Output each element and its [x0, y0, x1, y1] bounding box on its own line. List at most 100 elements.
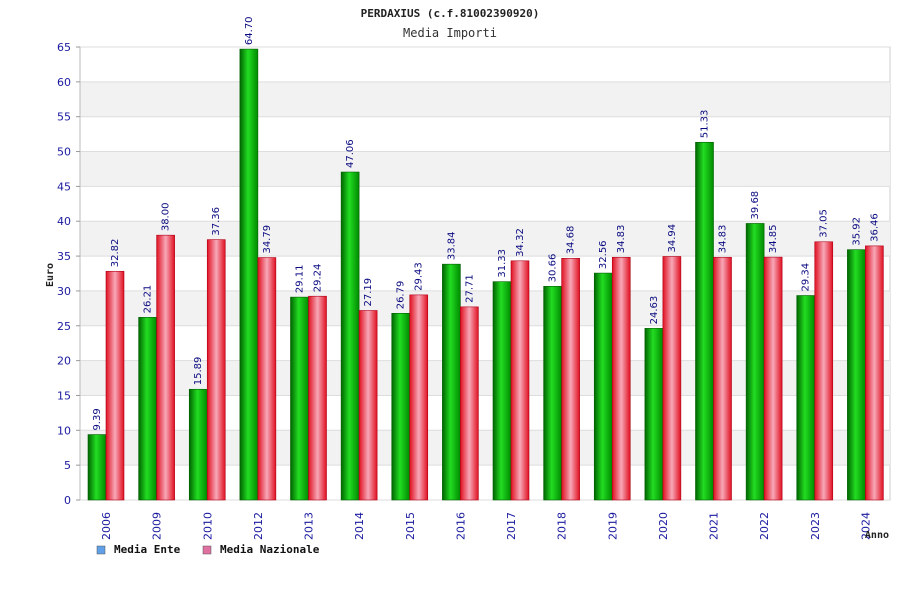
data-label: 26.21 — [143, 285, 154, 314]
data-label: 29.34 — [801, 263, 812, 292]
x-tick-label: 2009 — [151, 512, 164, 540]
y-tick-label: 50 — [57, 146, 71, 159]
bar-media-ente — [543, 286, 562, 501]
x-tick-label: 2024 — [859, 512, 872, 540]
data-label: 29.43 — [414, 262, 425, 291]
legend-swatch-media-nazionale — [202, 545, 212, 555]
bar-media-ente — [442, 263, 461, 501]
y-tick-label: 60 — [57, 76, 71, 89]
data-label: 29.24 — [313, 264, 324, 293]
bar-media-nazionale — [409, 294, 429, 501]
bar-media-nazionale — [308, 295, 327, 501]
bar-media-ente — [138, 317, 157, 501]
data-label: 27.19 — [363, 278, 374, 307]
legend-swatch-media-ente — [96, 545, 106, 555]
x-tick-label: 2021 — [708, 512, 721, 540]
bar-media-ente — [290, 296, 309, 501]
data-label: 34.83 — [718, 225, 729, 254]
bar-media-nazionale — [561, 258, 580, 501]
x-axis: 2006 2009 2010 2012 2013 2014 2015 2016 2017 2018… — [100, 512, 872, 540]
bar-media-ente — [847, 249, 866, 501]
bar-media-ente — [593, 272, 613, 501]
data-label: 34.32 — [515, 228, 526, 257]
bar-media-ente — [87, 434, 107, 501]
data-label: 27.71 — [464, 274, 475, 303]
bar-media-ente — [492, 281, 512, 501]
data-label: 35.92 — [851, 217, 862, 246]
bar-media-nazionale — [611, 256, 631, 501]
bar-media-ente — [745, 223, 765, 501]
bar-media-nazionale — [713, 256, 732, 501]
bar-media-nazionale — [156, 234, 175, 501]
chart-subtitle: Media Importi — [403, 26, 497, 40]
data-label: 9.39 — [92, 408, 103, 430]
y-tick-label: 40 — [57, 215, 71, 228]
x-tick-label: 2016 — [454, 512, 467, 540]
y-tick-label: 35 — [57, 250, 71, 263]
bar-media-nazionale — [510, 260, 530, 501]
bar-media-nazionale — [865, 245, 884, 501]
x-tick-label: 2015 — [404, 512, 417, 540]
y-tick-label: 30 — [57, 285, 71, 298]
x-tick-label: 2012 — [252, 512, 265, 540]
data-label: 24.63 — [649, 296, 660, 325]
data-label: 34.85 — [768, 224, 779, 253]
bar-media-ente — [239, 48, 259, 501]
data-label: 29.11 — [295, 264, 306, 293]
data-label: 37.36 — [211, 207, 222, 236]
data-label: 26.79 — [396, 281, 407, 310]
x-axis-label: Anno — [865, 530, 889, 541]
bar-media-nazionale — [763, 256, 783, 501]
x-tick-label: 2010 — [201, 512, 214, 540]
bar-media-nazionale — [662, 256, 682, 501]
bar-media-nazionale — [257, 257, 277, 501]
bar-media-ente — [644, 328, 664, 501]
data-label: 36.46 — [869, 213, 880, 242]
grid-band — [80, 151, 890, 187]
bar-media-nazionale — [105, 270, 125, 501]
bar-media-ente — [796, 295, 816, 501]
legend-label-media-nazionale: Media Nazionale — [220, 543, 320, 556]
data-label: 34.83 — [616, 225, 627, 254]
x-tick-label: 2006 — [100, 512, 113, 540]
data-label: 34.94 — [667, 224, 678, 253]
bar-media-ente — [188, 388, 208, 501]
data-label: 38.00 — [161, 203, 172, 232]
y-tick-label: 15 — [57, 389, 71, 402]
bar-media-nazionale — [358, 310, 378, 501]
x-tick-label: 2019 — [606, 512, 619, 540]
data-label: 33.84 — [446, 232, 457, 261]
legend-label-media-ente: Media Ente — [114, 543, 181, 556]
bar-media-nazionale — [814, 241, 834, 501]
y-tick-label: 25 — [57, 320, 71, 333]
x-tick-label: 2023 — [809, 512, 822, 540]
y-tick-label: 45 — [57, 180, 71, 193]
data-label: 39.68 — [750, 191, 761, 220]
y-axis: 0 5 10 15 20 25 30 35 40 45 50 55 60 65 — [57, 41, 80, 507]
y-tick-label: 0 — [64, 494, 71, 507]
data-label: 64.70 — [244, 16, 255, 45]
data-label: 15.89 — [193, 357, 204, 386]
y-tick-label: 55 — [57, 111, 71, 124]
x-tick-label: 2013 — [303, 512, 316, 540]
bar-media-nazionale — [460, 306, 479, 501]
x-tick-label: 2017 — [505, 512, 518, 540]
bar-media-ente — [340, 171, 360, 501]
data-label: 47.06 — [345, 139, 356, 168]
data-label: 32.56 — [598, 240, 609, 269]
data-label: 31.33 — [497, 249, 508, 278]
y-tick-label: 5 — [64, 459, 71, 472]
x-tick-label: 2018 — [556, 512, 569, 540]
y-tick-label: 10 — [57, 424, 71, 437]
x-tick-label: 2022 — [758, 512, 771, 540]
x-tick-label: 2014 — [353, 512, 366, 540]
data-label: 34.79 — [262, 225, 273, 254]
bar-media-nazionale — [206, 239, 226, 501]
bars: 9.39 32.82 26.21 38.00 15.89 37.36 64.70 34.79 2… — [87, 16, 884, 501]
x-tick-label: 2020 — [657, 512, 670, 540]
y-tick-label: 65 — [57, 41, 71, 54]
y-axis-label: Euro — [45, 263, 56, 287]
data-label: 37.05 — [819, 209, 830, 238]
bar-media-ente — [391, 312, 411, 501]
